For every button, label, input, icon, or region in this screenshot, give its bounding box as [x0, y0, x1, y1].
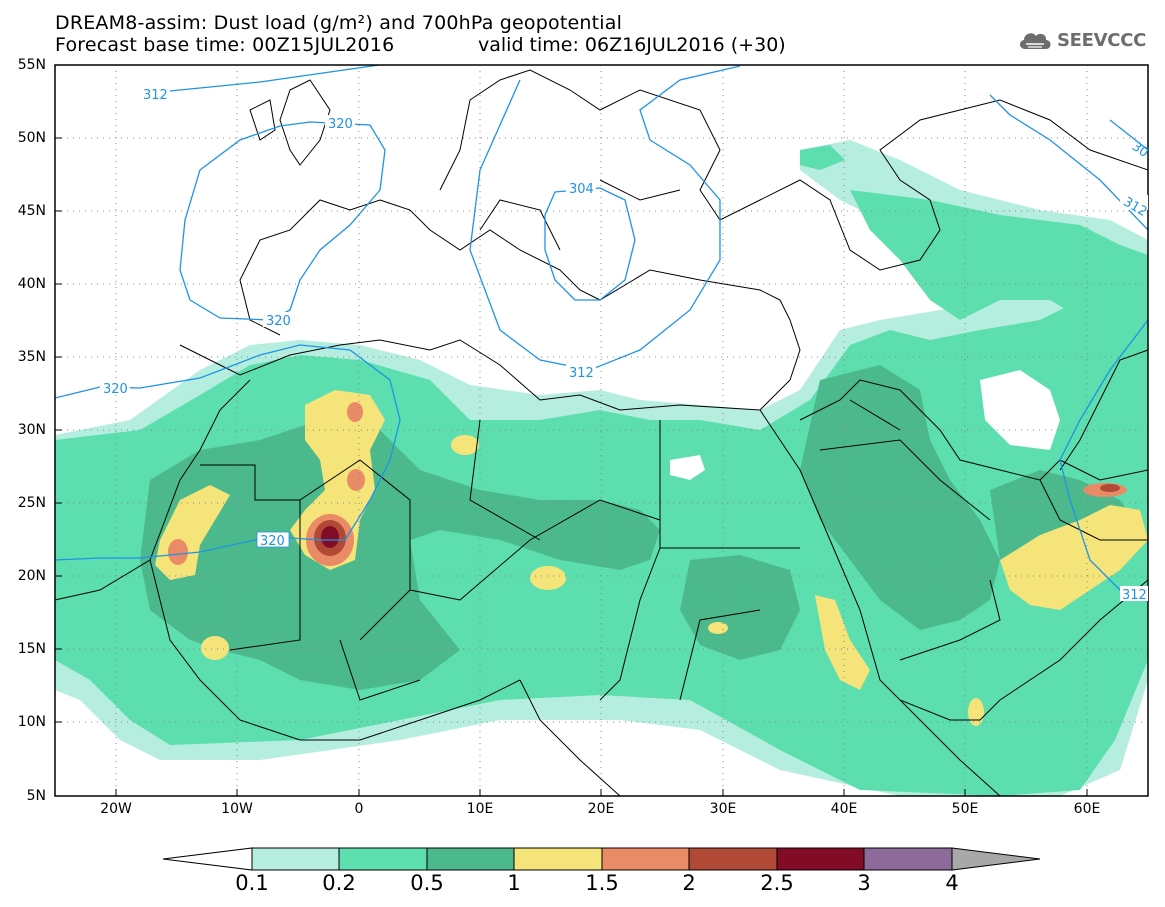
dust-level-1 [1000, 505, 1148, 610]
dust-level-0-2 [850, 190, 1148, 330]
contour-label: 312 [569, 366, 594, 381]
seevccc-logo: SEEVCCC [1017, 24, 1146, 56]
colorbar-swatch [338, 847, 428, 871]
lon-label: 0 [354, 801, 364, 817]
dust-level-1 [530, 566, 566, 590]
lat-label: 5N [26, 788, 46, 804]
contour-label: 320 [266, 314, 291, 329]
colorbar-over-triangle [951, 847, 1041, 871]
lon-label: 20W [100, 801, 132, 817]
chart-title: DREAM8-assim: Dust load (g/m²) and 700hP… [55, 12, 623, 34]
contour-label: 304 [569, 182, 594, 197]
dust-free-area [670, 455, 705, 480]
cloud-icon [1019, 33, 1051, 49]
dust-level-1-5 [347, 402, 363, 422]
dust-level-1 [201, 636, 229, 660]
lon-label: 10E [466, 801, 494, 817]
dust-level-2-5 [321, 526, 339, 548]
colorbar-swatch [688, 847, 778, 871]
colorbar-under-triangle [162, 847, 253, 871]
colorbar-swatch [776, 847, 865, 871]
contour-label: 312 [1122, 588, 1147, 603]
colorbar-label: 0.2 [322, 871, 356, 895]
logo-text: SEEVCCC [1057, 29, 1147, 51]
dust-level-1 [708, 622, 728, 634]
dust-level-0-5 [680, 555, 800, 660]
lat-label: 15N [17, 641, 46, 657]
dust-level-1 [451, 435, 479, 455]
dust-level-0-2 [800, 145, 845, 170]
colorbar-label: 2.5 [760, 871, 794, 895]
colorbar-label: 3 [857, 871, 871, 895]
lon-label: 30E [709, 801, 737, 817]
lat-label: 25N [17, 495, 46, 511]
dust-level-0-5 [140, 420, 660, 690]
geopotential-contours [55, 65, 1148, 601]
lon-label: 50E [951, 801, 979, 817]
valid-time: valid time: 06Z16JUL2016 (+30) [478, 34, 786, 56]
lat-label: 10N [17, 714, 46, 730]
dust-level-1-5 [168, 539, 188, 565]
colorbar-swatch [251, 847, 340, 871]
colorbar-label: 0.1 [235, 871, 269, 895]
dust-shading [55, 140, 1148, 796]
coastlines [55, 69, 1148, 796]
lat-label: 45N [17, 203, 46, 219]
axis-ticks [55, 137, 1088, 796]
lat-label: 30N [17, 422, 46, 438]
contour-label: 320 [260, 534, 285, 549]
dust-level-0-5 [800, 365, 1000, 630]
lat-label: 20N [17, 568, 46, 584]
dust-level-1 [968, 698, 984, 726]
dust-level-2 [1100, 484, 1120, 492]
colorbar-label: 1.5 [585, 871, 619, 895]
dust-level-1-5 [347, 469, 365, 491]
forecast-base-time: Forecast base time: 00Z15JUL2016 [55, 34, 395, 56]
colorbar-label: 2 [682, 871, 696, 895]
lat-label: 50N [17, 130, 46, 146]
contour-label: 312 [143, 88, 168, 103]
colorbar-swatch [601, 847, 690, 871]
colorbar-swatch [863, 847, 953, 871]
colorbar-label: 4 [945, 871, 959, 895]
lat-label: 35N [17, 349, 46, 365]
colorbar-swatch [513, 847, 603, 871]
colorbar-label: 0.5 [410, 871, 444, 895]
contour-label: 320 [328, 117, 353, 132]
lon-label: 10W [221, 801, 253, 817]
lon-label: 20E [587, 801, 615, 817]
colorbar [162, 847, 1041, 871]
colorbar-label: 1 [507, 871, 521, 895]
grid [55, 65, 1148, 796]
lon-label: 60E [1073, 801, 1101, 817]
lat-label: 40N [17, 276, 46, 292]
lat-label: 55N [17, 57, 46, 73]
dust-level-1 [815, 595, 870, 690]
contour-label: 320 [103, 382, 128, 397]
colorbar-swatch [426, 847, 515, 871]
lon-label: 40E [830, 801, 858, 817]
